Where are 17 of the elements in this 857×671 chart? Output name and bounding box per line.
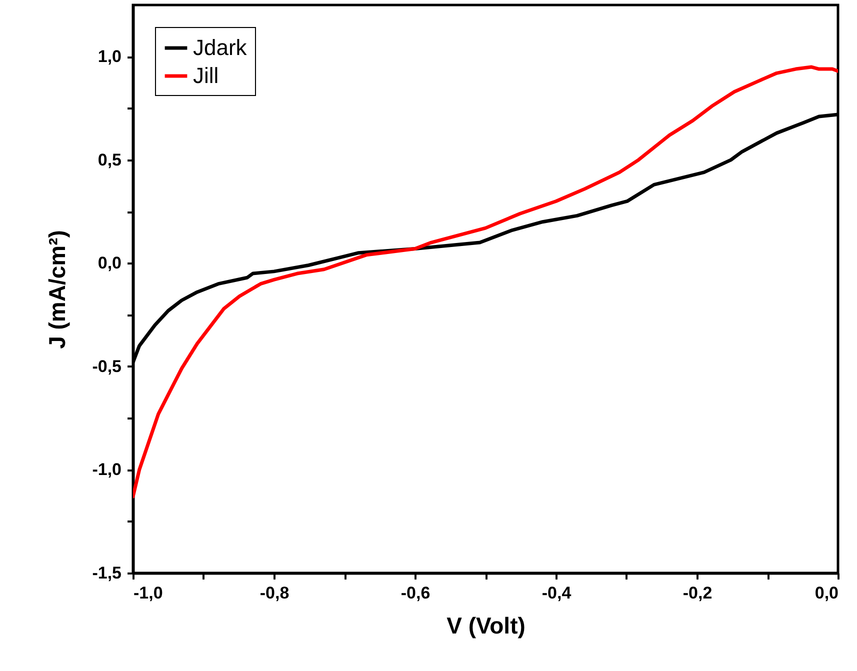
y-tick-label: 0,0 — [98, 254, 122, 273]
x-tick-label: 0,0 — [814, 584, 838, 602]
x-axis-title: V (Volt) — [446, 612, 526, 638]
y-tick-label: -1,0 — [92, 460, 122, 480]
x-tick-label: -0,4 — [542, 584, 572, 602]
x-tick-label: -1,0 — [134, 584, 163, 602]
legend-label: Jdark — [193, 35, 248, 60]
legend-label: Jill — [193, 63, 219, 88]
x-tick-label: -0,6 — [400, 584, 430, 602]
x-tick-label: -0,2 — [682, 584, 712, 602]
y-tick-label: -1,5 — [92, 564, 122, 582]
x-tick-label: -0,8 — [260, 584, 290, 602]
line-series — [133, 65, 838, 498]
y-tick-label: 0,5 — [98, 150, 122, 170]
y-axis-title: J (mA/cm²) — [44, 230, 70, 349]
y-tick-label: -0,5 — [92, 356, 122, 376]
y-tick-label: 1,0 — [98, 47, 122, 66]
